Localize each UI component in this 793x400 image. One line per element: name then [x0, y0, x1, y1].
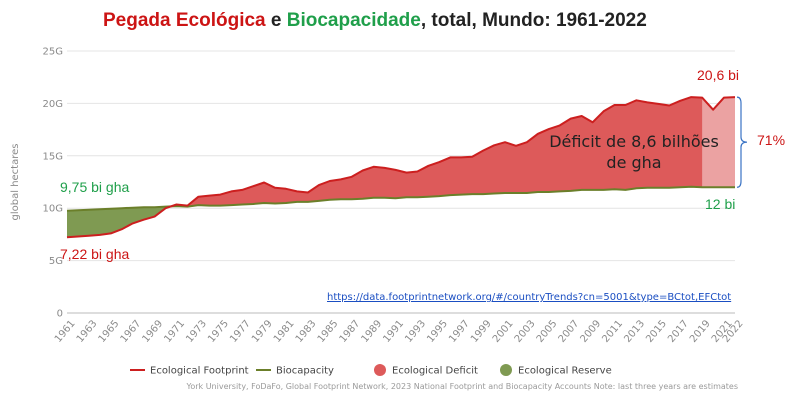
x-tick-label: 2007: [557, 318, 582, 345]
data-source-link[interactable]: https://data.footprintnetwork.org/#/coun…: [327, 292, 731, 303]
legend-label: Ecological Reserve: [518, 366, 612, 377]
deficit-label-line1: Déficit de 8,6 bilhões: [549, 132, 719, 151]
deficit-area: [176, 97, 736, 207]
y-tick-label: 0: [57, 309, 63, 320]
legend: Ecological Footprint Biocapacity Ecologica…: [130, 364, 612, 377]
brace-icon: [736, 96, 748, 188]
x-tick-label: 2011: [600, 318, 625, 345]
title-connector: e: [266, 10, 287, 31]
legend-reserve[interactable]: Ecological Reserve: [500, 364, 612, 377]
x-tick-label: 1997: [447, 318, 472, 345]
title-footprint: Pegada Ecológica: [103, 10, 266, 31]
footprint-line: [66, 96, 736, 239]
x-tick-label: 1987: [338, 318, 363, 345]
x-tick-label: 2003: [513, 318, 538, 345]
legend-dot-icon: [500, 364, 512, 376]
x-tick-label: 2015: [644, 318, 669, 345]
annotation-start-footprint: 7,22 bi gha: [60, 246, 129, 262]
x-tick-label: 1993: [403, 318, 428, 345]
source-note: York University, FoDaFo, Global Footprin…: [186, 382, 738, 391]
x-tick-label: 1967: [119, 318, 144, 345]
deficit-label-line2: de gha: [606, 153, 661, 172]
x-tick-label: 1999: [469, 318, 494, 345]
legend-deficit[interactable]: Ecological Deficit: [374, 364, 478, 377]
x-tick-label: 1977: [228, 318, 253, 345]
x-tick-label: 2009: [579, 318, 604, 345]
y-axis-label: global hectares: [10, 144, 21, 221]
y-tick-label: 20G: [43, 99, 63, 110]
y-tick-label: 25G: [43, 47, 63, 58]
legend-label: Ecological Footprint: [150, 366, 249, 377]
title-biocapacity: Biocapacidade: [287, 10, 421, 31]
x-tick-label: 2017: [666, 318, 691, 345]
estimate-area: [702, 97, 735, 188]
x-tick-label: 2005: [535, 318, 560, 345]
legend-dot-icon: [374, 364, 386, 376]
x-tick-label: 1985: [316, 318, 341, 345]
x-tick-label: 1973: [184, 318, 209, 345]
x-tick-label: 1969: [140, 318, 165, 345]
legend-label: Ecological Deficit: [392, 366, 478, 377]
y-tick-label: 15G: [43, 151, 63, 162]
x-tick-label: 1995: [425, 318, 450, 345]
chart-lines: [66, 96, 736, 239]
x-tick-label: 1961: [53, 318, 78, 345]
x-tick-label: 2019: [688, 318, 713, 345]
annotation-end-footprint: 20,6 bi: [697, 67, 739, 83]
x-axis: 1961196319651967196919711973197519771979…: [53, 312, 746, 345]
chart-title: Pegada Ecológica e Biocapacidade, total,…: [103, 10, 647, 31]
x-tick-label: 1963: [75, 318, 100, 345]
x-tick-label: 1991: [381, 318, 406, 345]
x-tick-label: 2001: [491, 318, 516, 345]
y-tick-label: 10G: [43, 204, 63, 215]
x-tick-label: 1971: [162, 318, 187, 345]
annotation-percent: 71%: [757, 132, 785, 148]
x-tick-label: 1989: [359, 318, 384, 345]
legend-label: Biocapacity: [276, 366, 334, 377]
biocapacity-line: [66, 185, 735, 212]
y-axis: 0 5G 10G 15G 20G 25G: [43, 47, 63, 320]
x-tick-label: 1983: [294, 318, 319, 345]
y-tick-label: 5G: [49, 256, 63, 267]
reserve-area: [67, 204, 177, 238]
x-tick-label: 1975: [206, 318, 231, 345]
annotation-end-biocapacity: 12 bi: [705, 196, 735, 212]
legend-biocapacity[interactable]: Biocapacity: [256, 366, 334, 377]
chart-areas: [67, 97, 736, 238]
title-rest: , total, Mundo: 1961-2022: [421, 10, 647, 31]
x-tick-label: 1981: [272, 318, 297, 345]
annotation-start-biocapacity: 9,75 bi gha: [60, 179, 129, 195]
x-tick-label: 2013: [622, 318, 647, 345]
x-tick-label: 1965: [97, 318, 122, 345]
legend-footprint[interactable]: Ecological Footprint: [130, 366, 249, 377]
x-tick-label: 1979: [250, 318, 275, 345]
